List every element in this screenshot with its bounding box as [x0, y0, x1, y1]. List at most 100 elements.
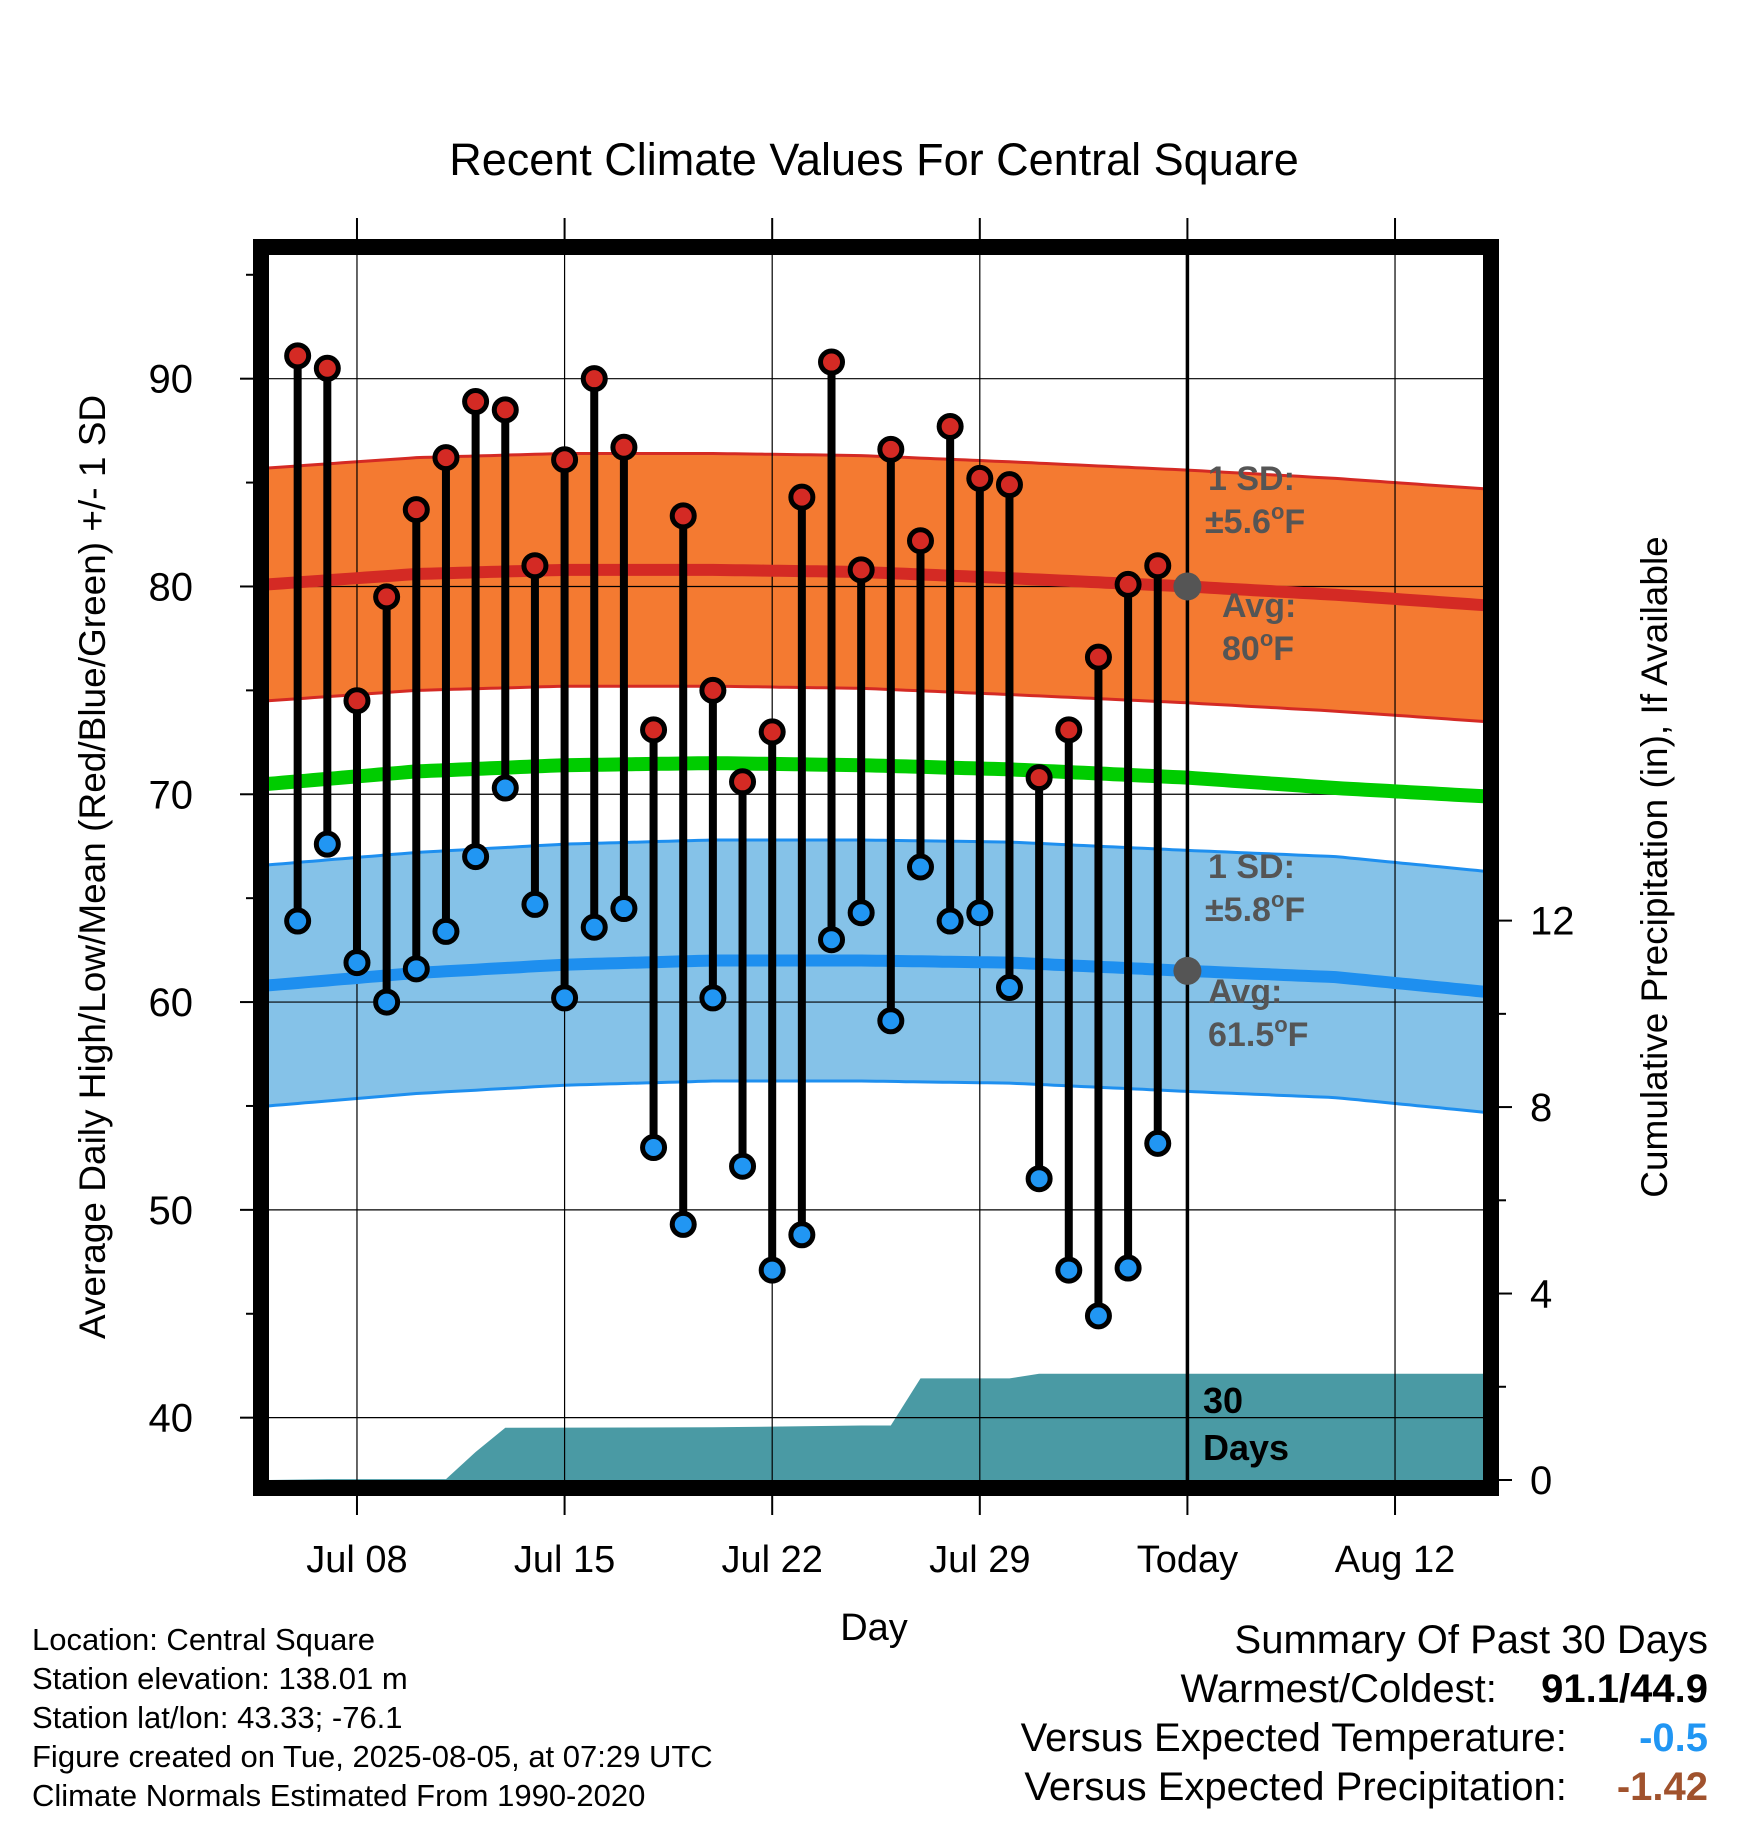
- observed-day: [580, 365, 608, 941]
- observed-high-point: [491, 396, 519, 424]
- observed-low-point: [1055, 1256, 1083, 1284]
- normal-low-band-lower-edge: [267, 1079, 1485, 1114]
- observed-low-point: [788, 1221, 816, 1249]
- normals-text: Climate Normals Estimated From 1990-2020: [32, 1778, 646, 1813]
- observed-high-point: [402, 496, 430, 524]
- observed-low-point: [521, 890, 549, 918]
- left-tick-label: 40: [149, 1397, 194, 1441]
- observed-high-point: [966, 464, 994, 492]
- observed-high-point: [610, 433, 638, 461]
- created-text: Figure created on Tue, 2025-08-05, at 07…: [32, 1739, 713, 1774]
- left-tick-label: 70: [149, 773, 194, 817]
- high-sd-label: 1 SD:: [1208, 460, 1295, 498]
- observed-low-point: [1114, 1254, 1142, 1282]
- observed-high-point: [1144, 552, 1172, 580]
- observed-high-point: [580, 365, 608, 393]
- y-axis-label-left: Average Daily High/Low/Mean (Red/Blue/Gr…: [72, 395, 113, 1339]
- normal-mean-line: [267, 756, 1485, 804]
- observed-day: [906, 527, 934, 881]
- observed-high-point: [1025, 764, 1053, 792]
- left-tick-label: 50: [149, 1189, 194, 1233]
- observed-low-point: [966, 899, 994, 927]
- summary-panel: Summary Of Past 30 Days Warmest/Coldest:…: [1021, 1616, 1708, 1812]
- observed-low-point: [462, 843, 490, 871]
- observed-low-point: [758, 1256, 786, 1284]
- warmest-label: Warmest/Coldest:: [1180, 1667, 1497, 1711]
- x-tick-label: Jul 08: [306, 1539, 407, 1581]
- observed-low-point: [877, 1007, 905, 1035]
- observed-day: [847, 556, 875, 927]
- observed-low-point: [699, 984, 727, 1012]
- observed-day: [313, 354, 341, 858]
- observed-high-point: [284, 342, 312, 370]
- warmest-value: 91.1/44.9: [1541, 1667, 1708, 1711]
- low-avg-value: 61.5oF: [1208, 1012, 1308, 1054]
- observed-low-point: [729, 1152, 757, 1180]
- precip-value: -1.42: [1616, 1765, 1708, 1809]
- x-tick-label: Jul 29: [929, 1539, 1030, 1581]
- observed-high-point: [1055, 716, 1083, 744]
- observed-day: [995, 471, 1023, 1002]
- low-avg-label: Avg:: [1208, 973, 1282, 1011]
- observed-high-point: [343, 687, 371, 715]
- observed-high-point: [432, 444, 460, 472]
- observed-day: [936, 412, 964, 935]
- summary-title: Summary Of Past 30 Days: [1234, 1618, 1708, 1662]
- normal-high-line: [267, 563, 1485, 612]
- observed-low-point: [906, 853, 934, 881]
- observed-high-point: [462, 388, 490, 416]
- observed-high-point: [551, 446, 579, 474]
- observed-low-point: [432, 917, 460, 945]
- observed-high-point: [818, 348, 846, 376]
- observed-high-point: [729, 768, 757, 796]
- observed-high-point: [373, 583, 401, 611]
- observed-low-point: [818, 926, 846, 954]
- chart-title: Recent Climate Values For Central Square: [449, 134, 1299, 185]
- observed-day: [1144, 552, 1172, 1157]
- summary-precip-row: Versus Expected Precipitation: -1.42: [1021, 1763, 1708, 1812]
- observed-low-point: [1084, 1302, 1112, 1330]
- right-tick-label: 12: [1530, 900, 1575, 944]
- observed-day: [432, 444, 460, 945]
- y-axis-label-right: Cumulative Precipitation (in), If Availa…: [1634, 536, 1675, 1198]
- right-tick-label: 4: [1530, 1273, 1552, 1317]
- observed-day: [1084, 643, 1112, 1330]
- high-avg-label: Avg:: [1222, 587, 1296, 625]
- observed-day: [373, 583, 401, 1016]
- x-tick-label: Aug 12: [1335, 1539, 1455, 1581]
- observed-low-point: [995, 974, 1023, 1002]
- observed-day: [788, 483, 816, 1249]
- observed-low-point: [669, 1210, 697, 1238]
- station-info: Location: Central Square Station elevati…: [32, 1620, 713, 1815]
- observed-low-point: [1144, 1129, 1172, 1157]
- observed-high-point: [640, 716, 668, 744]
- high-sd-value: ±5.6oF: [1205, 499, 1305, 541]
- observed-day: [758, 718, 786, 1284]
- today-low-marker: [1173, 956, 1202, 985]
- summary-warmest-row: Warmest/Coldest: 91.1/44.9: [1021, 1665, 1709, 1714]
- observed-day: [1114, 570, 1142, 1282]
- location-text: Location: Central Square: [32, 1622, 375, 1657]
- plot-frame: [253, 239, 1499, 1496]
- observed-low-point: [580, 913, 608, 941]
- observed-day: [699, 676, 727, 1012]
- observed-high-point: [877, 435, 905, 463]
- normal-low-line: [267, 954, 1485, 998]
- observed-day: [402, 496, 430, 983]
- observed-day: [640, 716, 668, 1162]
- observed-day: [610, 433, 638, 923]
- observed-day: [1025, 764, 1053, 1193]
- low-sd-value: ±5.8oF: [1205, 887, 1305, 929]
- precipitation-area: [268, 1373, 1484, 1480]
- observed-low-point: [551, 984, 579, 1012]
- observed-high-point: [758, 718, 786, 746]
- x-tick-label: Jul 22: [721, 1539, 822, 1581]
- right-tick-label: 0: [1530, 1459, 1552, 1503]
- observed-day: [729, 768, 757, 1180]
- observed-day: [669, 502, 697, 1238]
- observed-high-point: [847, 556, 875, 584]
- observed-high-point: [1114, 570, 1142, 598]
- normal-low-band: [268, 840, 1484, 1113]
